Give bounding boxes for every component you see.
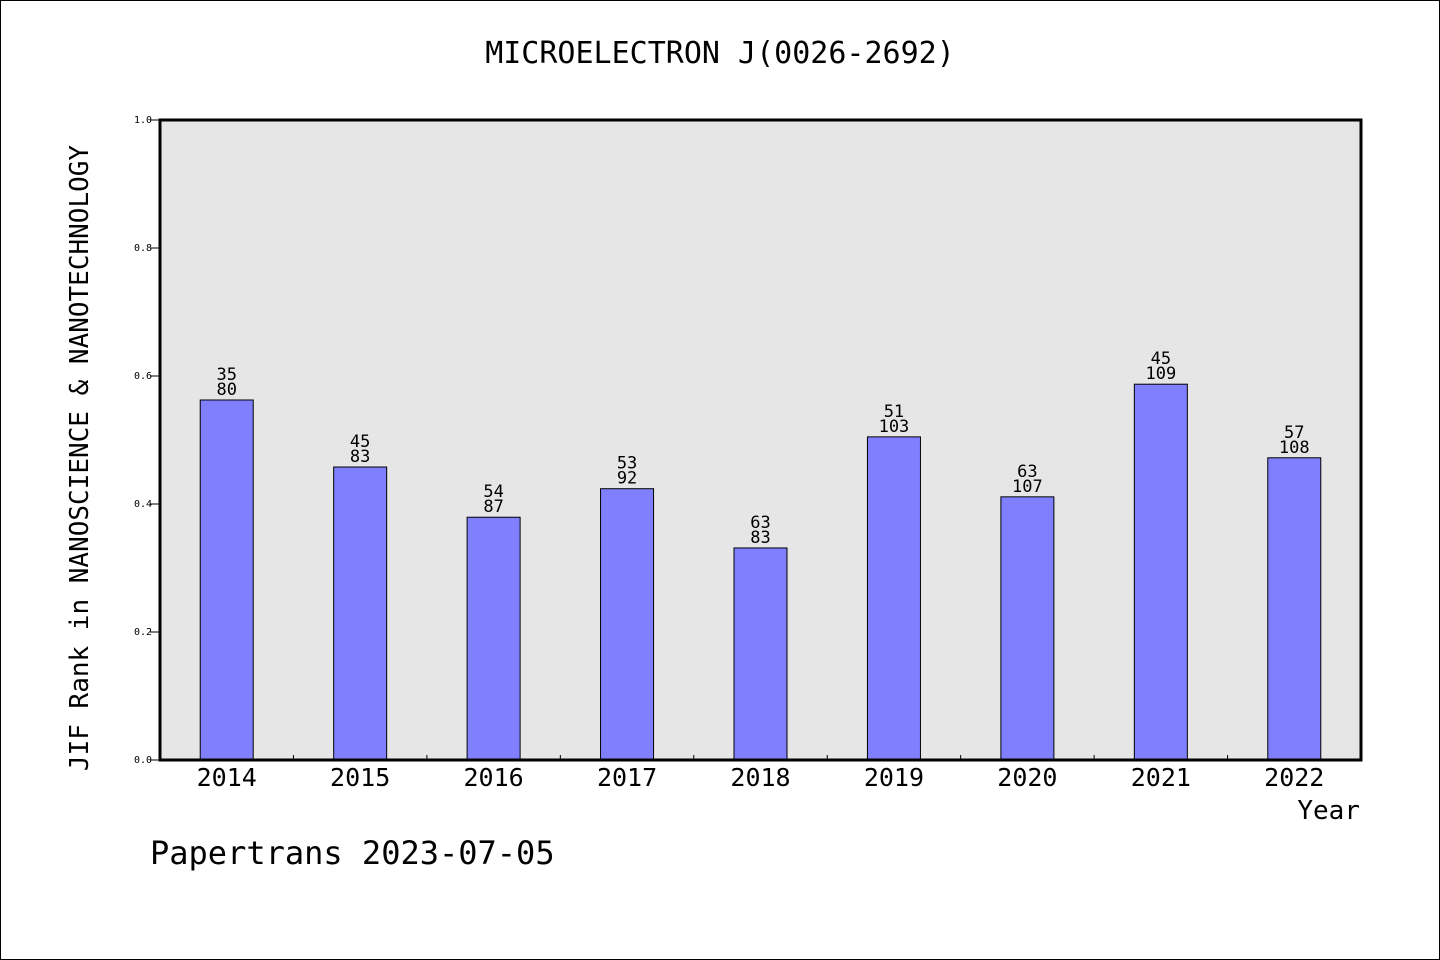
x-tick-label: 2014 [197, 763, 257, 792]
y-axis-label: JIF Rank in NANOSCIENCE & NANOTECHNOLOGY [65, 144, 95, 772]
x-axis: 2014 2015 2016 2017 2018 2019 2020 2021 2022 [197, 755, 1324, 792]
data-label-rank: 35 [216, 365, 236, 385]
bar-2019 [866, 436, 921, 761]
x-tick-label: 2015 [330, 763, 390, 792]
data-label-rank: 54 [483, 482, 503, 502]
y-tick-label: 0.0 [134, 755, 152, 766]
data-label-rank: 57 [1284, 423, 1304, 443]
y-tick-label: 1.0 [134, 115, 152, 126]
data-label-total: 103 [879, 417, 910, 437]
data-label-total: 80 [216, 380, 236, 400]
y-axis: 0.0 0.2 0.4 0.6 0.8 1.0 [134, 115, 160, 766]
bar-2020 [1000, 496, 1055, 761]
data-label-rank: 63 [1017, 462, 1037, 482]
data-label-total: 87 [483, 497, 503, 517]
x-tick-label: 2019 [864, 763, 924, 792]
x-tick-label: 2017 [597, 763, 657, 792]
y-tick-label: 0.2 [134, 627, 152, 638]
x-tick-label: 2022 [1264, 763, 1324, 792]
plot-border [158, 118, 1363, 762]
data-label-total: 83 [350, 447, 370, 467]
x-tick-label: 2018 [730, 763, 790, 792]
data-label-total: 83 [750, 528, 770, 548]
data-label-rank: 45 [350, 432, 370, 452]
x-axis-label: Year [1297, 796, 1360, 826]
chart-title: MICROELECTRON J(0026-2692) [485, 36, 955, 71]
data-label-rank: 53 [617, 454, 637, 474]
bar-2017 [600, 488, 655, 761]
bar-2014 [199, 399, 254, 761]
x-tick-label: 2016 [464, 763, 524, 792]
y-tick-label: 0.6 [134, 371, 152, 382]
bar-2018 [733, 547, 788, 761]
bars-layer [199, 383, 1322, 761]
data-label-rank: 45 [1151, 349, 1171, 369]
y-tick-label: 0.4 [134, 499, 152, 510]
bar-2022 [1267, 457, 1322, 761]
x-tick-label: 2020 [997, 763, 1057, 792]
x-tick-label: 2021 [1131, 763, 1191, 792]
data-label-rank: 63 [750, 513, 770, 533]
data-label-total: 107 [1012, 477, 1043, 497]
data-label-total: 108 [1279, 438, 1310, 458]
footer-note: Papertrans 2023-07-05 [150, 834, 555, 872]
data-label-total: 92 [617, 469, 637, 489]
bar-2015 [333, 466, 388, 761]
data-label-total: 109 [1145, 364, 1176, 384]
bar-2016 [466, 516, 521, 761]
y-tick-label: 0.8 [134, 243, 152, 254]
bar-2021 [1133, 383, 1188, 761]
data-label-rank: 51 [884, 402, 904, 422]
